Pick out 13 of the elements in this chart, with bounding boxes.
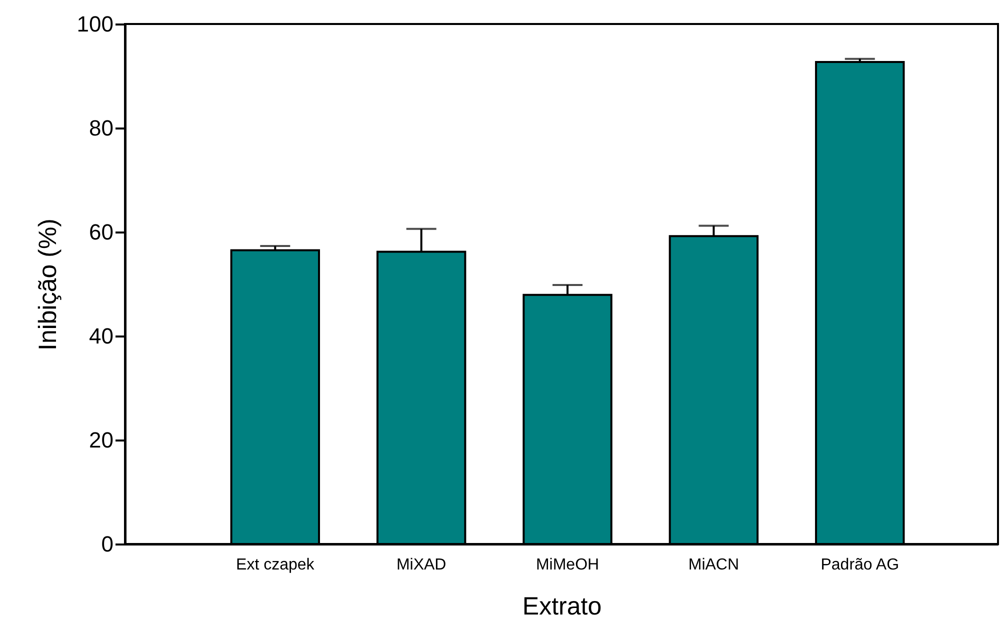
- y-tick-label: 40: [89, 324, 114, 348]
- x-axis-title: Extrato: [522, 592, 602, 620]
- y-tick-label: 20: [89, 428, 114, 452]
- x-tick-label: MiXAD: [396, 556, 446, 574]
- y-tick-label: 60: [89, 220, 114, 244]
- y-tick-label: 0: [101, 532, 114, 556]
- x-tick-label: MiACN: [688, 556, 740, 574]
- y-axis-title: Inibição (%): [34, 218, 62, 350]
- y-tick-label: 80: [89, 116, 114, 140]
- y-tick-label: 100: [76, 12, 114, 36]
- x-tick-label: Padrão AG: [820, 556, 900, 574]
- x-tick-label: MiMeOH: [536, 556, 600, 574]
- x-tick-label: Ext czapek: [236, 556, 316, 574]
